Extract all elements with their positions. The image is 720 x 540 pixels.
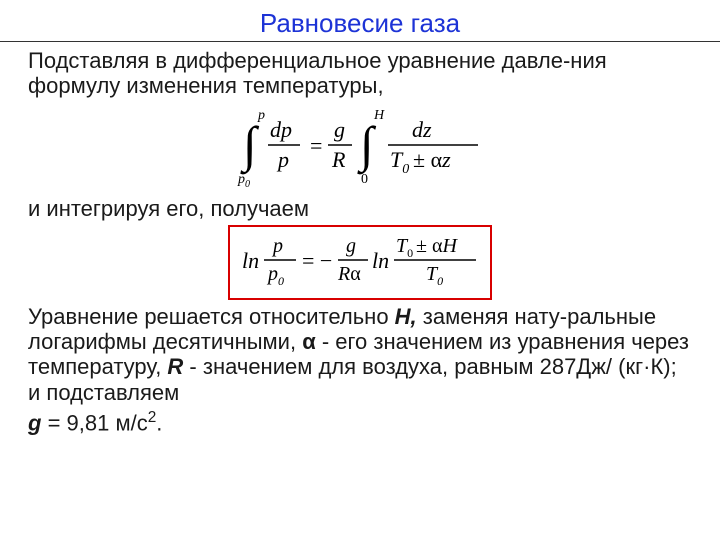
- svg-text:Rα: Rα: [337, 263, 361, 285]
- paragraph-4: g = 9,81 м/с2.: [28, 409, 692, 436]
- svg-text:ln: ln: [242, 248, 259, 273]
- svg-text:∫: ∫: [357, 116, 377, 175]
- paragraph-3: Уравнение решается относительно H, замен…: [28, 304, 692, 405]
- svg-text:ln: ln: [372, 248, 389, 273]
- svg-text:= −: = −: [302, 248, 332, 273]
- svg-text:∫: ∫: [240, 116, 260, 175]
- svg-text:g: g: [334, 117, 345, 142]
- svg-text:dp: dp: [270, 117, 292, 142]
- paragraph-2: и интегрируя его, получаем: [28, 196, 692, 221]
- svg-text:T0: T0: [396, 235, 413, 260]
- svg-text:p0: p0: [266, 263, 284, 288]
- svg-text:T0: T0: [426, 263, 443, 288]
- svg-text:dz: dz: [412, 117, 432, 142]
- svg-text:H: H: [373, 108, 385, 123]
- svg-text:0: 0: [361, 172, 368, 187]
- svg-text:R: R: [331, 147, 346, 172]
- paragraph-1: Подставляя в дифференциальное уравнение …: [28, 48, 692, 99]
- equation-2-box: ln p p0 = − g Rα ln T0 ± αH: [228, 225, 492, 300]
- svg-text:p: p: [271, 235, 283, 257]
- svg-text:=: =: [310, 133, 322, 158]
- svg-text:p: p: [276, 147, 289, 172]
- page-title: Равновесие газа: [28, 8, 692, 39]
- svg-text:± αH: ± αH: [416, 235, 458, 257]
- svg-text:p: p: [257, 108, 265, 123]
- title-rule: [0, 41, 720, 42]
- svg-text:g: g: [346, 235, 356, 257]
- svg-text:T0: T0: [390, 147, 409, 177]
- equation-1: ∫ p0 p dp p = g R ∫ 0 H dz T0: [28, 103, 692, 192]
- svg-text:± αz: ± αz: [413, 147, 451, 172]
- svg-text:p0: p0: [237, 172, 250, 187]
